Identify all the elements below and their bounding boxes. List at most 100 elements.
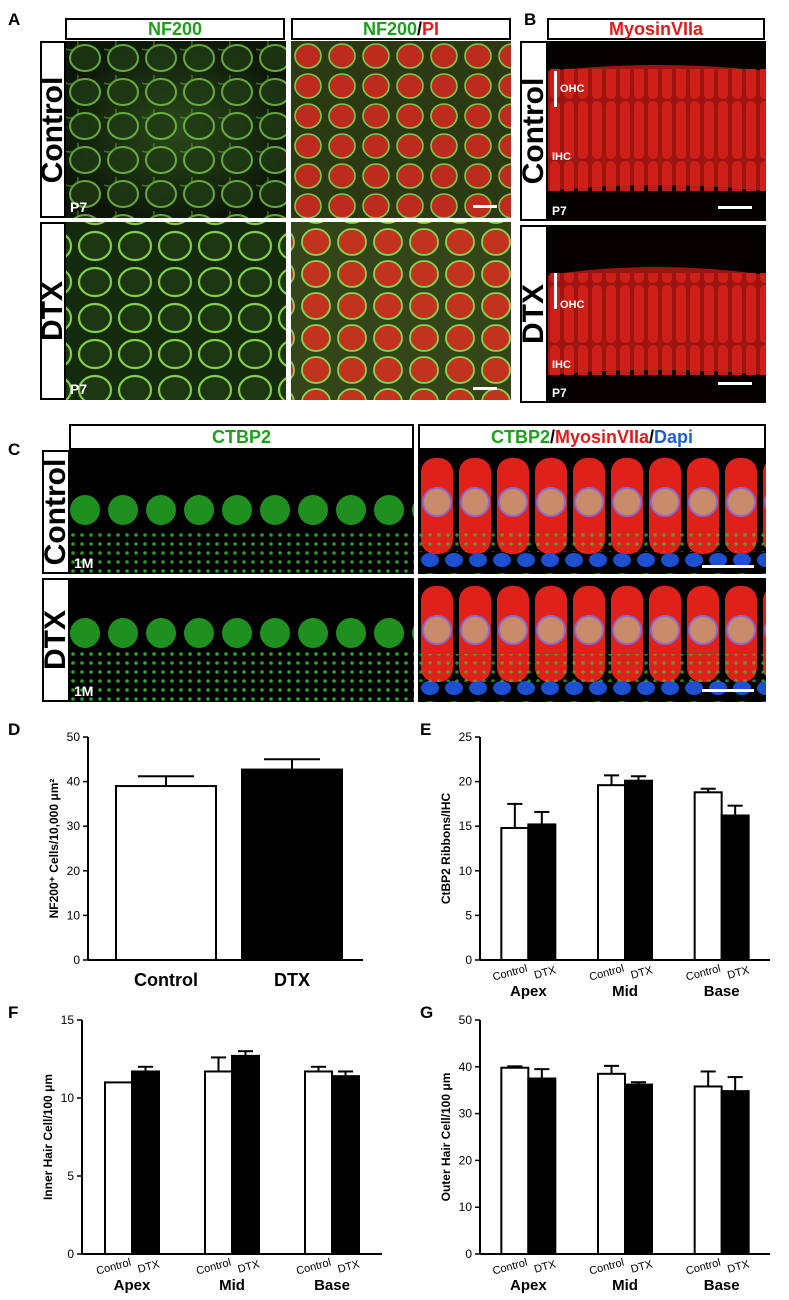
panel-letter-e: E <box>420 720 432 739</box>
x-bar-label: DTX <box>726 1258 751 1275</box>
row-label-a-control: Control <box>36 41 69 218</box>
panel-letter-g: G <box>420 1003 434 1022</box>
y-tick-label: 50 <box>67 730 81 744</box>
x-bar-label: DTX <box>726 964 751 981</box>
row-label-c-dtx: DTX <box>39 578 72 702</box>
header-myosin-label: MyosinVIIa <box>608 18 704 39</box>
row-label-c-dtx-text: DTX <box>39 610 72 670</box>
header-pi-label: PI <box>422 18 440 39</box>
y-tick-label: 20 <box>459 1153 473 1167</box>
row-label-b-dtx-text: DTX <box>517 284 550 344</box>
y-tick-label: 5 <box>465 908 472 922</box>
header-nf200-label-2: NF200 <box>362 18 417 39</box>
neuron-texture <box>66 41 286 218</box>
merge-texture <box>418 450 766 574</box>
y-tick-label: 30 <box>67 819 81 833</box>
x-bar-label: DTX <box>630 964 655 981</box>
header-myosin-label-2: MyosinVIIa <box>554 426 650 447</box>
bar <box>500 826 530 962</box>
panel-letter-f: F <box>8 1003 19 1022</box>
image-nf200-dtx: P7 <box>66 222 286 400</box>
bar <box>527 1077 557 1255</box>
header-nf200-pi: NF200/PI <box>291 18 511 40</box>
x-bar-label: DTX <box>533 1258 558 1275</box>
hair-cell-texture <box>548 65 766 191</box>
header-myosin: MyosinVIIa <box>547 18 765 40</box>
header-nf200-label: NF200 <box>147 18 203 39</box>
bar <box>720 1090 750 1255</box>
row-label-a-control-text: Control <box>36 76 69 183</box>
x-group-label: Mid <box>612 983 638 1000</box>
ohc-label: OHC <box>560 83 585 95</box>
header-dapi-label: Dapi <box>654 426 694 447</box>
bar <box>720 814 750 961</box>
bar <box>693 1085 723 1256</box>
x-bar-label: DTX <box>630 1258 655 1275</box>
x-group-label: Apex <box>114 1277 151 1294</box>
y-tick-label: 10 <box>459 1200 473 1214</box>
chart-d: 0 10 20 30 40 50 NF200⁺ Cells/10,000 μm² Contro… <box>20 725 390 1005</box>
chart-f: 0 5 10 15 Inner Hair Cell/100 μm Control DTX Ap… <box>20 1010 400 1300</box>
x-bar-label: DTX <box>137 1258 162 1275</box>
y-tick-label: 40 <box>459 1060 473 1074</box>
chart-g-svg: 0 10 20 30 40 50 Outer Hair Cell/100 μm Control… <box>439 1013 770 1294</box>
ohc-bracket <box>554 71 557 107</box>
y-tick-label: 20 <box>459 775 473 789</box>
age-label: 1M <box>74 683 94 699</box>
scale-bar <box>473 387 497 390</box>
scale-bar <box>718 206 752 209</box>
x-bar-label: DTX <box>533 964 558 981</box>
neuron-pi-texture <box>291 222 511 400</box>
scale-bar <box>473 205 497 208</box>
x-group-label: Base <box>704 983 740 1000</box>
y-tick-label: 40 <box>67 775 81 789</box>
chart-e: 0 5 10 15 20 25 CtBP2 Ribbons/IHC Control DTX Ape… <box>418 725 788 1005</box>
x-category-label: Control <box>134 970 198 990</box>
x-group-label: Mid <box>219 1277 245 1294</box>
image-myosin-control: OHC IHC P7 <box>548 41 766 221</box>
x-bar-label: DTX <box>337 1258 362 1275</box>
x-bar-label: Control <box>95 1257 132 1278</box>
bar <box>624 1083 653 1255</box>
bar <box>527 823 557 961</box>
header-ctbp2-myosin-dapi: CTBP2/MyosinVIIa / Dapi <box>418 424 766 450</box>
image-ctbp2-merge-control <box>418 450 766 574</box>
image-nf200-pi-control <box>291 41 511 218</box>
bar <box>104 1081 133 1256</box>
row-label-c-control: Control <box>39 450 72 574</box>
y-axis-label: Outer Hair Cell/100 μm <box>439 1073 453 1202</box>
image-nf200-control: P7 <box>66 41 286 218</box>
x-group-label: Base <box>314 1277 350 1294</box>
row-label-b-control: Control <box>517 41 550 221</box>
header-slash: / <box>649 426 655 447</box>
image-ctbp2-merge-dtx <box>418 578 766 702</box>
y-axis-label: NF200⁺ Cells/10,000 μm² <box>47 779 61 919</box>
row-label-a-dtx-text: DTX <box>36 281 69 341</box>
age-label: P7 <box>70 199 88 215</box>
ihc-label: IHC <box>552 359 571 371</box>
bar <box>500 1066 530 1255</box>
x-bar-label: Control <box>685 1257 722 1278</box>
header-nf200: NF200 <box>65 18 285 40</box>
x-bar-label: Control <box>685 963 722 984</box>
x-bar-label: DTX <box>237 1258 262 1275</box>
y-tick-label: 5 <box>67 1169 74 1183</box>
bar <box>597 784 626 961</box>
row-label-b-dtx: DTX <box>517 225 550 403</box>
image-ctbp2-dtx: 1M <box>70 578 414 702</box>
hair-cell-texture <box>548 267 766 375</box>
header-slash: / <box>417 18 423 39</box>
y-tick-label: 10 <box>61 1091 75 1105</box>
age-label: P7 <box>552 204 567 218</box>
x-category-label: DTX <box>274 970 310 990</box>
bar <box>693 791 723 961</box>
image-ctbp2-control: 1M <box>70 450 414 574</box>
y-tick-label: 0 <box>67 1247 74 1261</box>
chart-d-svg: 0 10 20 30 40 50 NF200⁺ Cells/10,000 μm² Contro… <box>47 730 363 990</box>
y-tick-label: 0 <box>465 1247 472 1261</box>
bar <box>597 1072 626 1255</box>
row-label-a-dtx: DTX <box>36 222 69 400</box>
bar <box>304 1070 333 1256</box>
bar <box>231 1054 260 1255</box>
